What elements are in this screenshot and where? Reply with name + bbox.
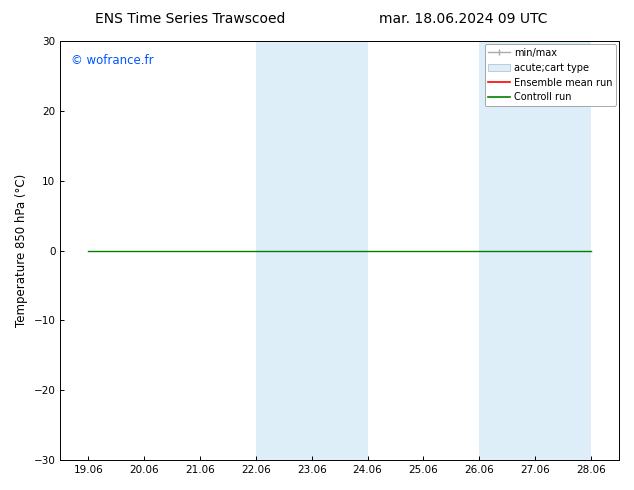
Bar bbox=[479, 41, 591, 460]
Text: mar. 18.06.2024 09 UTC: mar. 18.06.2024 09 UTC bbox=[378, 12, 547, 26]
Legend: min/max, acute;cart type, Ensemble mean run, Controll run: min/max, acute;cart type, Ensemble mean … bbox=[484, 44, 616, 106]
Text: ENS Time Series Trawscoed: ENS Time Series Trawscoed bbox=[95, 12, 285, 26]
Text: © wofrance.fr: © wofrance.fr bbox=[72, 53, 154, 67]
Bar bbox=[256, 41, 368, 460]
Y-axis label: Temperature 850 hPa (°C): Temperature 850 hPa (°C) bbox=[15, 174, 28, 327]
